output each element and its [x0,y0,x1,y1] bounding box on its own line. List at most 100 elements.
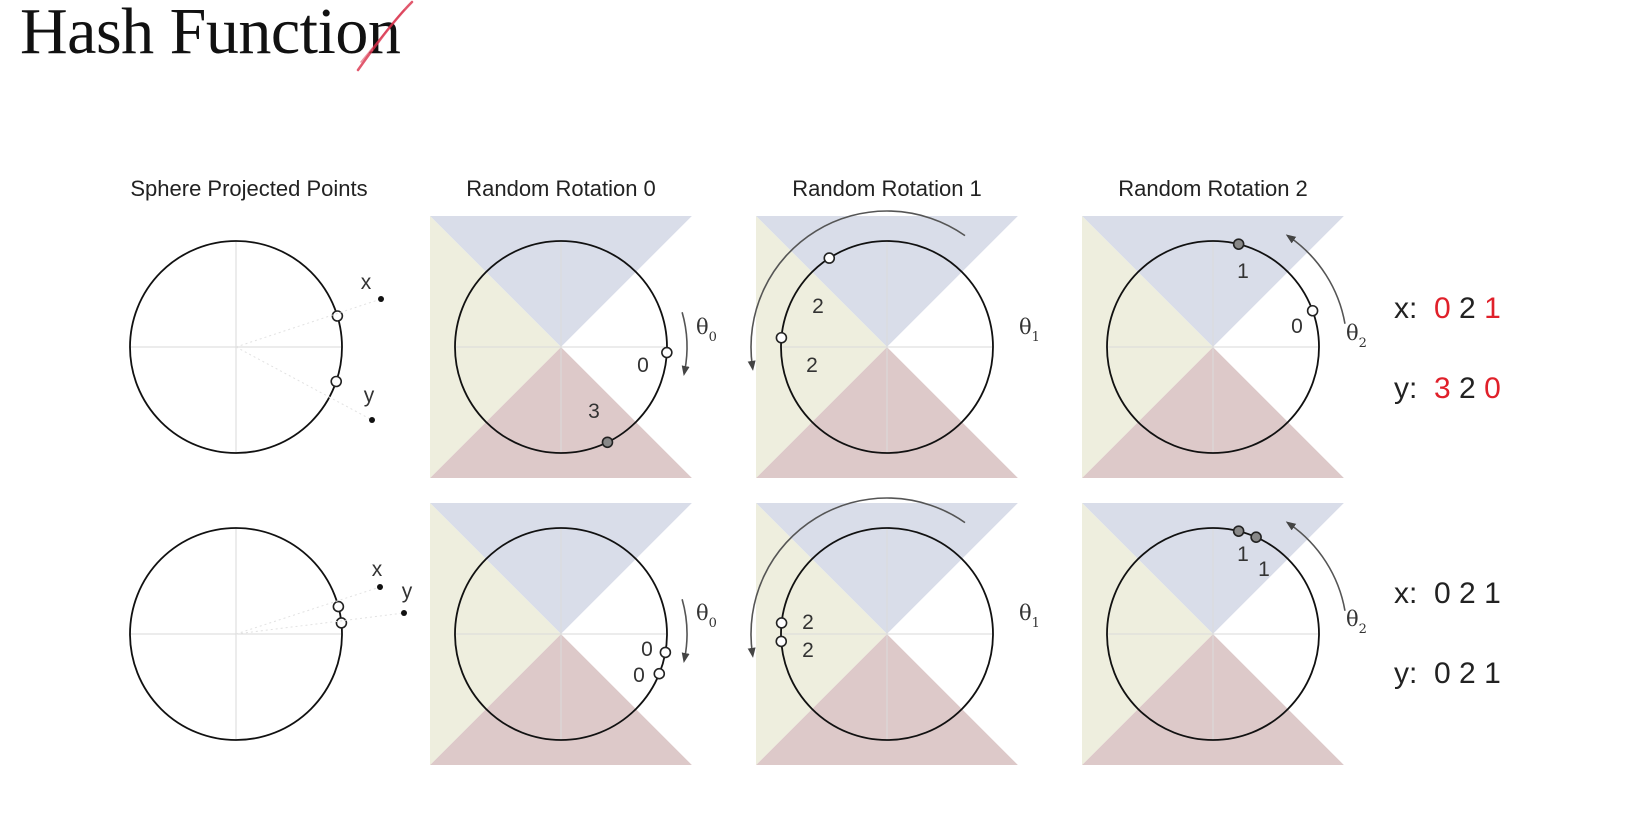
unit-circle [129,240,343,454]
unit-circle [1106,527,1320,741]
point-label-x: x [372,558,383,581]
unit-circle [454,527,668,741]
projection-ray-x [235,298,382,348]
rotation-arrow-2 [1285,234,1346,324]
hash-digit: 1 [1484,577,1501,610]
rotation-panel: 2 2 θ1 [747,497,1040,765]
unit-circle [1106,240,1320,454]
hash-digit: 0 [1434,292,1459,325]
rotation-angle-label-2: θ2 [1346,321,1367,351]
rotated-point-x [823,252,836,264]
rotated-point-x [659,646,672,659]
bucket-label-y: 0 [633,664,645,687]
rotation-angle-subscript: 0 [709,616,717,631]
projection-ray-y [235,612,405,635]
hash-digit: 3 [1434,372,1459,405]
rotation-angle-label-1: θ1 [1019,601,1040,631]
point-label-x: x [361,271,372,294]
bucket-label-x: 2 [812,295,824,318]
bucket-label-x: 0 [637,354,649,377]
hash-digit: 0 [1484,372,1501,405]
unit-circle [780,240,994,454]
column-header-0: Sphere Projected Points [130,176,367,201]
original-point-y [369,417,375,423]
hash-digit: 2 [1459,577,1484,610]
rotated-point-x [1232,525,1245,537]
hash-code-label: x: [1394,292,1434,325]
slide-title: Hash Function [20,0,401,68]
hash-code-label: y: [1394,657,1434,690]
hash-digit: 2 [1459,292,1484,325]
bucket-label-x: 1 [1237,260,1249,283]
hash-digit: 0 [1434,657,1459,690]
column-header-3: Random Rotation 2 [1118,176,1308,201]
rotation-angle-subscript: 1 [1032,330,1040,345]
rotation-arrow-0 [681,599,690,663]
point-label-y: y [402,580,413,603]
bucket-label-x: 2 [802,611,814,634]
bucket-label-y: 2 [802,639,814,662]
rotation-arrow-2 [1285,521,1346,611]
rotated-point-y [775,331,788,344]
rotation-angle-subscript: 2 [1359,622,1367,637]
rotated-point-y [653,667,666,680]
rotated-point-y [775,617,788,629]
hash-digit: 0 [1434,577,1459,610]
bucket-label-y: 2 [806,354,818,377]
rotation-arrow-1 [747,210,966,371]
column-header-1: Random Rotation 0 [466,176,656,201]
unit-circle [129,527,343,741]
rotation-arrow-1 [747,497,966,658]
rotation-angle-label-0: θ0 [696,601,717,631]
bucket-label-x: 1 [1237,543,1249,566]
original-point-y [401,610,407,616]
hash-digit: 1 [1484,292,1501,325]
projected-point-x [331,310,344,322]
rotation-angle-label-1: θ1 [1019,315,1040,345]
column-header-2: Random Rotation 1 [792,176,982,201]
rotated-point-x [661,346,673,359]
rotation-panel: 0 3 θ0 [430,216,717,478]
projected-point-x [332,600,345,613]
original-point-x [378,296,384,302]
rotation-panel: 11 θ2 [1082,503,1367,765]
point-label-y: y [364,384,375,407]
hash-digit: 1 [1484,657,1501,690]
rotation-angle-subscript: 1 [1032,616,1040,631]
unit-circle [780,527,994,741]
hash-digit: 2 [1459,372,1484,405]
hash-code-label: y: [1394,372,1434,405]
projection-panel: xy [129,240,384,454]
hash-code-x: x: 0 2 1 [1394,292,1501,325]
projected-point-y [330,375,343,388]
bucket-label-y: 3 [588,400,600,423]
bucket-label-x: 0 [641,638,653,661]
projection-ray-x [235,586,381,635]
rotation-angle-label-0: θ0 [696,315,717,345]
rotation-angle-subscript: 2 [1359,336,1367,351]
rotation-panel: 1 0 θ2 [1082,216,1367,478]
projection-ray-y [235,346,373,421]
rotated-point-y [1250,531,1262,543]
hash-code-y: y: 0 2 1 [1394,657,1501,690]
bucket-label-y: 1 [1258,558,1270,581]
rotated-point-y [601,436,614,449]
original-point-x [377,584,383,590]
rotated-point-y [1306,304,1319,317]
rotation-angle-label-2: θ2 [1346,607,1367,637]
hash-digit: 2 [1459,657,1484,690]
projected-point-y [335,617,348,629]
hash-code-x: x: 0 2 1 [1394,577,1501,610]
rotation-panel: 2 2 θ1 [747,210,1040,478]
hash-code-label: x: [1394,577,1434,610]
rotation-arrow-0 [681,312,690,376]
projection-panel: xy [129,527,413,741]
rotation-angle-subscript: 0 [709,330,717,345]
rotated-point-x [1232,238,1245,250]
rotated-point-x [775,635,788,648]
bucket-label-y: 0 [1291,315,1303,338]
hash-code-y: y: 3 2 0 [1394,372,1501,405]
